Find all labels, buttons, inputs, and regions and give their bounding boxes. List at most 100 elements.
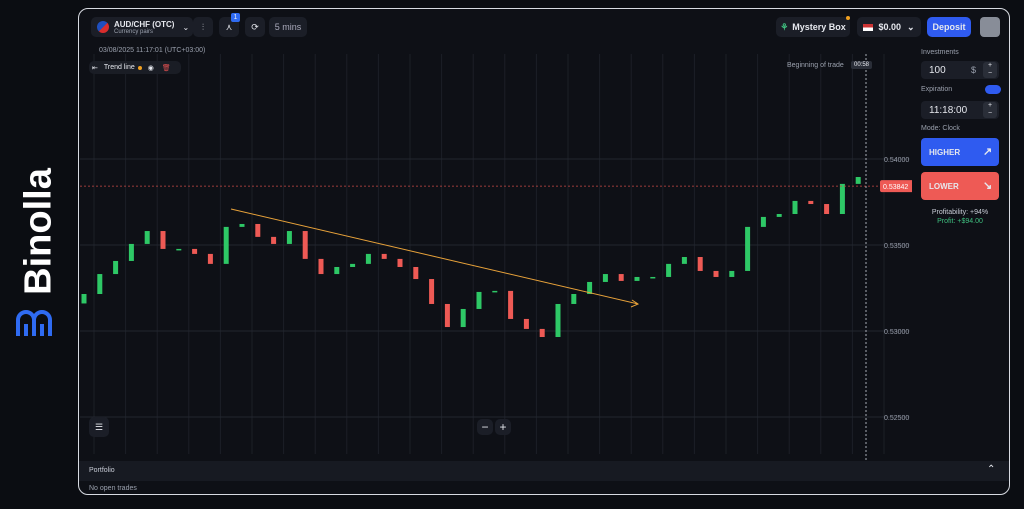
mystery-dot bbox=[846, 16, 850, 20]
investments-label: Investments bbox=[921, 49, 959, 56]
beginning-of-trade: Beginning of trade bbox=[787, 62, 844, 69]
candle bbox=[650, 276, 656, 279]
higher-button[interactable]: HIGHER ↗ bbox=[921, 138, 999, 166]
expiration-time: 11:18:00 bbox=[929, 105, 968, 116]
candle bbox=[239, 223, 245, 227]
chart-timestamp: 03/08/2025 11:17:01 (UTC+03:00) bbox=[99, 47, 206, 54]
candle bbox=[381, 253, 387, 259]
drawings-button[interactable]: ⋏ bbox=[219, 17, 239, 37]
candle bbox=[666, 263, 672, 277]
price-label: 0.53000 bbox=[884, 329, 909, 336]
price-label: 0.54000 bbox=[884, 157, 909, 164]
lower-button[interactable]: LOWER ↘ bbox=[921, 172, 999, 200]
tool-eye: ◉ bbox=[147, 64, 154, 72]
investment-input[interactable]: 100 $ + − bbox=[921, 61, 999, 79]
brand-name: Binolla bbox=[17, 168, 60, 295]
trend-arrow bbox=[630, 299, 640, 308]
candle bbox=[792, 200, 798, 214]
settings-button[interactable]: ☰ bbox=[89, 417, 109, 437]
asset-type: Currency pairs bbox=[114, 28, 154, 35]
asset-selector[interactable]: AUD/CHF (OTC) Currency pairs ⌄ bbox=[91, 17, 193, 37]
price-label: 0.53500 bbox=[884, 243, 909, 250]
candle bbox=[144, 231, 150, 244]
candle bbox=[713, 270, 719, 277]
candle bbox=[776, 214, 782, 217]
current-price-box bbox=[880, 180, 912, 193]
candle bbox=[587, 281, 593, 294]
drawings-badge: 1 bbox=[231, 13, 240, 22]
candle bbox=[176, 248, 182, 251]
candle bbox=[365, 253, 371, 264]
indicators-button[interactable]: ⫶ bbox=[193, 17, 213, 37]
current-price: 0.53842 bbox=[883, 184, 908, 191]
candle bbox=[128, 243, 134, 261]
asset-text: AUD/CHF (OTC) Currency pairs bbox=[114, 20, 174, 35]
candle bbox=[618, 274, 624, 281]
tool-delete: 🗑 bbox=[161, 64, 171, 72]
zoom-out[interactable]: − bbox=[477, 419, 493, 435]
asset-name: AUD/CHF (OTC) bbox=[114, 19, 175, 29]
currency: $ bbox=[971, 65, 977, 75]
us-flag bbox=[863, 23, 874, 31]
candle bbox=[634, 276, 640, 281]
candle bbox=[460, 308, 466, 328]
candle bbox=[571, 294, 577, 304]
app-window: AUD/CHF (OTC) Currency pairs ⌄ ⫶ ⋏ 1 ⟳ 5 … bbox=[78, 8, 1010, 495]
chart-type-button[interactable]: ⟳ bbox=[245, 17, 265, 37]
candle bbox=[729, 270, 735, 277]
candle bbox=[255, 223, 261, 237]
lower-arrow: ↘ bbox=[983, 180, 993, 192]
profitability: Profitability: +94% bbox=[931, 209, 989, 216]
portfolio-bar[interactable]: Portfolio ⌃ bbox=[79, 461, 1009, 481]
candle bbox=[555, 303, 561, 338]
candle bbox=[397, 258, 403, 267]
deposit-button[interactable]: Deposit bbox=[927, 17, 971, 37]
balance-caret: ⌄ bbox=[906, 21, 915, 32]
expiration-label: Expiration bbox=[921, 86, 953, 93]
expiration-toggle[interactable] bbox=[985, 85, 1001, 94]
price-chart: 22:1222:4423:1623:4800:2000:5201:2401:56… bbox=[80, 54, 912, 460]
candle bbox=[350, 263, 356, 267]
brand-mark bbox=[16, 310, 52, 336]
candle bbox=[192, 248, 198, 254]
candle bbox=[429, 279, 435, 304]
amount: 100 bbox=[929, 65, 946, 76]
portfolio-empty: No open trades bbox=[89, 485, 137, 492]
asset-flag bbox=[97, 21, 109, 33]
avatar[interactable] bbox=[980, 17, 1000, 37]
higher-arrow: ↗ bbox=[983, 146, 993, 158]
candle bbox=[271, 236, 277, 244]
collapse-icon: ⇤ bbox=[92, 64, 98, 72]
stepper[interactable]: + − bbox=[983, 102, 997, 118]
candle bbox=[113, 260, 119, 275]
candle bbox=[207, 253, 213, 264]
portfolio-caret: ⌃ bbox=[987, 464, 996, 475]
candle bbox=[508, 290, 514, 319]
candle bbox=[745, 226, 751, 271]
candle bbox=[492, 290, 498, 293]
trend-line bbox=[230, 208, 639, 305]
balance-selector[interactable]: $0.00 ⌄ bbox=[857, 17, 921, 37]
candle bbox=[318, 258, 324, 275]
trend-line-tool[interactable]: ⇤ Trend line ◉ 🗑 bbox=[89, 61, 181, 74]
expiration-input[interactable]: 11:18:00 + − bbox=[921, 101, 999, 119]
zoom-in[interactable]: + bbox=[495, 419, 511, 435]
candle bbox=[824, 204, 830, 214]
candle bbox=[760, 216, 766, 227]
balance-text: $0.00 bbox=[878, 22, 901, 32]
mystery-box-button[interactable]: ⚘ Mystery Box bbox=[776, 17, 850, 37]
candle bbox=[602, 274, 608, 282]
countdown: 00:58 bbox=[851, 61, 873, 69]
timeframe-button[interactable]: 5 mins bbox=[269, 17, 307, 37]
lower-text: LOWER bbox=[929, 182, 959, 191]
candle bbox=[855, 177, 861, 184]
candle bbox=[697, 257, 703, 271]
candle bbox=[808, 200, 814, 205]
mode-label: Mode: Clock bbox=[921, 125, 960, 132]
candle bbox=[223, 226, 229, 264]
portfolio-title: Portfolio bbox=[89, 467, 115, 474]
candle bbox=[444, 303, 450, 328]
candle bbox=[334, 266, 340, 275]
stepper[interactable]: + − bbox=[983, 62, 997, 78]
candle bbox=[681, 257, 687, 264]
